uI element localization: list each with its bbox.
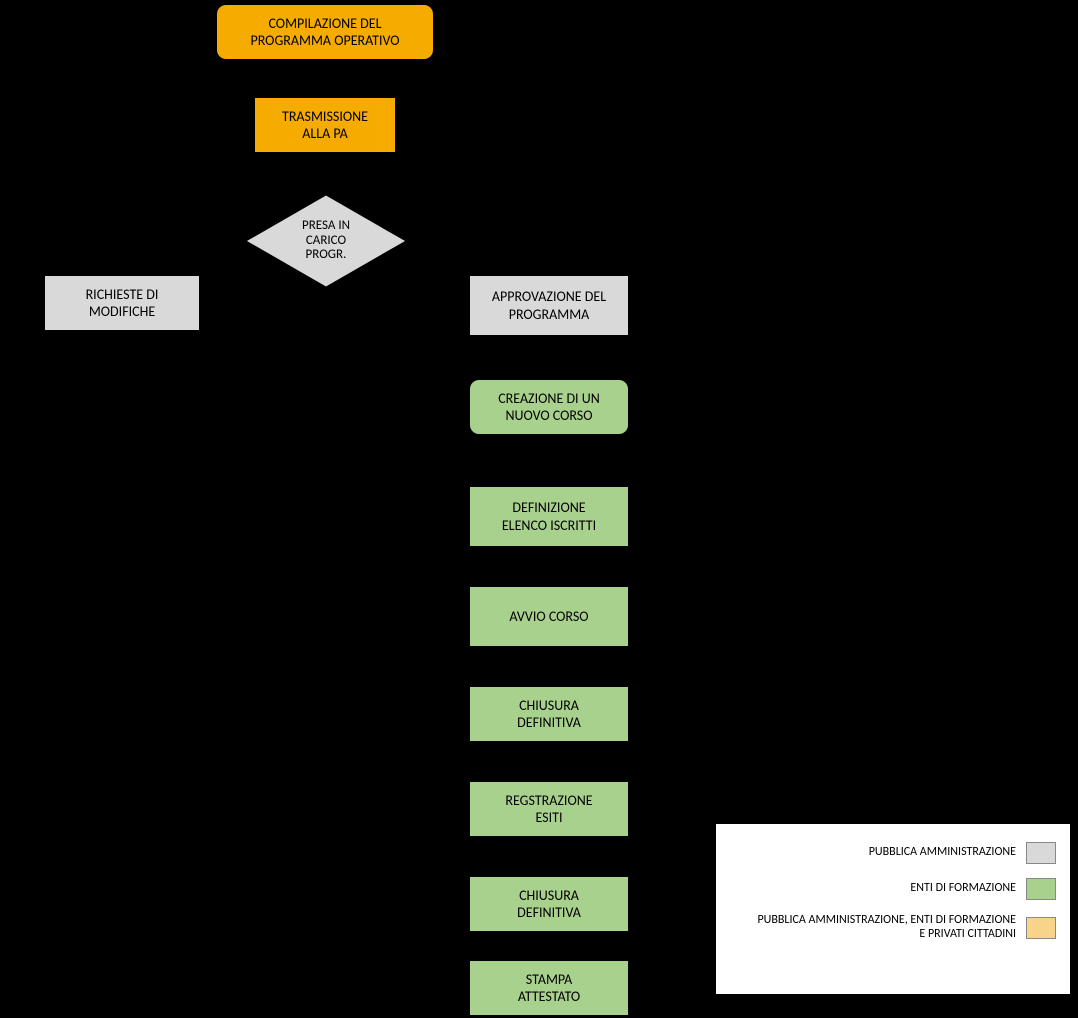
node-n9: CHIUSURADEFINITIVA	[469, 686, 629, 742]
legend-swatch	[1026, 842, 1056, 864]
legend-swatch	[1026, 878, 1056, 900]
node-n2: TRASMISSIONEALLA PA	[254, 97, 396, 153]
legend-panel: PUBBLICA AMMINISTRAZIONE ENTI DI FORMAZIO…	[716, 824, 1070, 994]
legend-label: ENTI DI FORMAZIONE	[910, 882, 1016, 896]
node-n5: APPROVAZIONE DELPROGRAMMA	[469, 275, 629, 336]
node-label: AVVIO CORSO	[509, 608, 588, 626]
node-n11: CHIUSURADEFINITIVA	[469, 876, 629, 932]
node-n3: PRESA INCARICOPROGR.	[246, 195, 406, 287]
legend-row: PUBBLICA AMMINISTRAZIONE	[730, 842, 1056, 864]
node-label: CHIUSURADEFINITIVA	[517, 887, 581, 922]
legend-label: PUBBLICA AMMINISTRAZIONE	[869, 846, 1016, 860]
legend-label: PUBBLICA AMMINISTRAZIONE, ENTI DI FORMAZ…	[756, 914, 1016, 942]
node-label: APPROVAZIONE DELPROGRAMMA	[492, 288, 606, 323]
legend-swatch	[1026, 917, 1056, 939]
node-label: DEFINIZIONEELENCO ISCRITTI	[502, 499, 596, 534]
node-n12: STAMPAATTESTATO	[469, 960, 629, 1016]
node-n8: AVVIO CORSO	[469, 586, 629, 647]
node-label: STAMPAATTESTATO	[518, 971, 580, 1006]
node-n1: COMPILAZIONE DELPROGRAMMA OPERATIVO	[216, 4, 434, 60]
legend-row: ENTI DI FORMAZIONE	[730, 878, 1056, 900]
node-label: CREAZIONE DI UNNUOVO CORSO	[498, 390, 600, 425]
node-n4: RICHIESTE DIMODIFICHE	[44, 275, 200, 331]
node-n6: CREAZIONE DI UNNUOVO CORSO	[469, 379, 629, 435]
node-label: REGSTRAZIONEESITI	[505, 792, 592, 827]
node-label: CHIUSURADEFINITIVA	[517, 697, 581, 732]
node-label: PRESA INCARICOPROGR.	[246, 195, 406, 287]
node-label: COMPILAZIONE DELPROGRAMMA OPERATIVO	[250, 15, 399, 50]
node-label: RICHIESTE DIMODIFICHE	[86, 286, 159, 321]
node-label: TRASMISSIONEALLA PA	[282, 108, 368, 143]
node-n10: REGSTRAZIONEESITI	[469, 781, 629, 837]
legend-row: PUBBLICA AMMINISTRAZIONE, ENTI DI FORMAZ…	[730, 914, 1056, 942]
node-n7: DEFINIZIONEELENCO ISCRITTI	[469, 486, 629, 547]
